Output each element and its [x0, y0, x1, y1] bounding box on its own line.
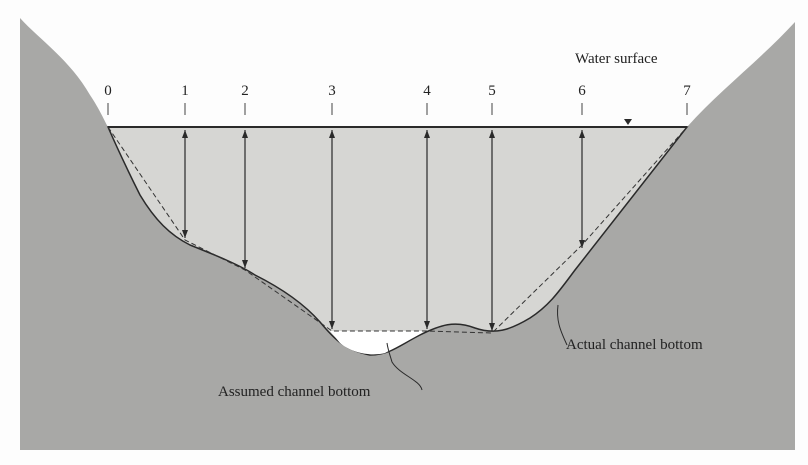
station-label-2: 2	[241, 83, 249, 99]
stations: 0 1 2 3 4 5 6 7	[104, 83, 691, 331]
actual-bottom-label: Actual channel bottom	[566, 337, 703, 353]
water-surface-marker-icon	[624, 119, 632, 125]
arrowhead-icon	[579, 240, 585, 248]
arrowhead-icon	[329, 130, 335, 138]
water-surface-label: Water surface	[575, 51, 658, 67]
assumed-bottom-label: Assumed channel bottom	[218, 384, 371, 400]
assumed-channel-bottom-line	[107, 126, 688, 334]
arrowhead-icon	[424, 321, 430, 329]
arrowhead-icon	[182, 230, 188, 238]
arrowhead-icon	[424, 130, 430, 138]
station-label-3: 3	[328, 83, 336, 99]
arrowhead-icon	[242, 130, 248, 138]
arrowhead-icon	[329, 321, 335, 329]
arrowhead-icon	[489, 130, 495, 138]
arrowhead-icon	[489, 323, 495, 331]
arrowhead-icon	[579, 130, 585, 138]
station-label-0: 0	[104, 83, 112, 99]
station-label-1: 1	[181, 83, 189, 99]
station-label-4: 4	[423, 83, 431, 99]
station-label-5: 5	[488, 83, 496, 99]
arrowhead-icon	[182, 130, 188, 138]
assumed-bottom-leader	[386, 342, 423, 391]
water-area	[106, 126, 689, 356]
assumed-bottom-fill	[330, 331, 425, 355]
actual-bottom-leader	[557, 304, 568, 346]
station-label-6: 6	[578, 83, 586, 99]
arrowhead-icon	[242, 260, 248, 268]
station-label-7: 7	[683, 83, 691, 99]
